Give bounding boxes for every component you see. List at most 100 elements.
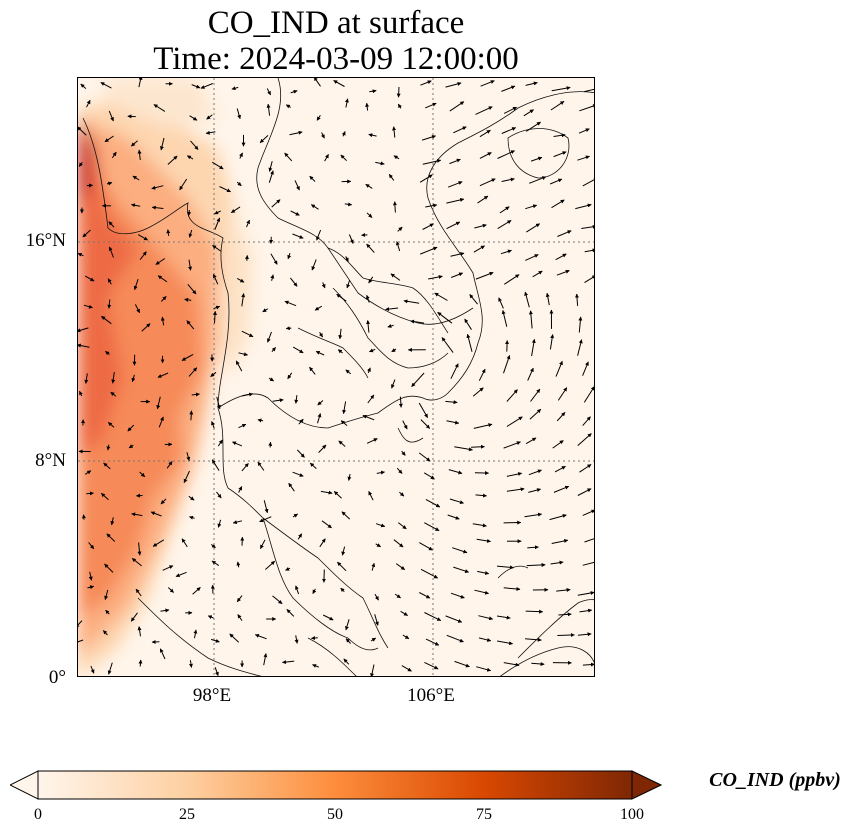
- wind-arrow-icon: [474, 589, 489, 595]
- wind-arrow-icon: [584, 275, 594, 284]
- wind-arrow-icon: [231, 86, 239, 91]
- wind-arrow-icon: [87, 585, 95, 590]
- wind-arrow-icon: [424, 522, 440, 532]
- wind-arrow-icon: [241, 330, 254, 338]
- wind-arrow-icon: [107, 278, 112, 285]
- wind-arrow-icon: [557, 633, 575, 638]
- wind-arrow-icon: [476, 538, 491, 543]
- wind-arrow-icon: [288, 482, 295, 492]
- wind-arrow-icon: [374, 614, 379, 626]
- wind-arrow-icon: [411, 372, 425, 387]
- wind-arrow-icon: [396, 467, 403, 474]
- wind-arrow-icon: [134, 304, 141, 314]
- wind-arrow-icon: [446, 221, 461, 230]
- wind-arrow-icon: [396, 86, 401, 98]
- wind-arrow-icon: [581, 224, 594, 229]
- wind-arrow-icon: [470, 444, 485, 449]
- wind-arrow-icon: [506, 472, 523, 477]
- wind-arrow-icon: [107, 422, 115, 428]
- wind-arrow-icon: [575, 203, 592, 210]
- wind-arrow-icon: [287, 372, 293, 380]
- wind-arrow-icon: [472, 523, 487, 528]
- wind-arrow-icon: [528, 469, 542, 476]
- wind-arrow-icon: [503, 662, 520, 667]
- wind-arrow-icon: [186, 155, 194, 160]
- wind-arrow-icon: [290, 210, 300, 216]
- wind-arrow-icon: [342, 401, 347, 414]
- wind-arrow-icon: [192, 587, 201, 595]
- wind-arrow-icon: [393, 539, 404, 548]
- wind-arrow-icon: [217, 519, 222, 528]
- wind-arrow-icon: [473, 245, 485, 253]
- wind-arrow-icon: [501, 177, 515, 182]
- wind-arrow-icon: [131, 558, 142, 567]
- wind-arrow-icon: [138, 78, 143, 88]
- wind-arrow-icon: [127, 424, 135, 432]
- wind-arrow-icon: [391, 379, 396, 389]
- wind-arrow-icon: [292, 233, 304, 239]
- wind-arrow-icon: [530, 156, 543, 162]
- wind-arrow-icon: [321, 282, 326, 289]
- wind-arrow-icon: [506, 389, 518, 402]
- wind-arrow-icon: [160, 608, 170, 613]
- wind-arrow-icon: [314, 305, 323, 311]
- wind-arrow-icon: [241, 392, 254, 397]
- wind-arrow-icon: [503, 355, 511, 374]
- wind-arrow-icon: [368, 133, 377, 138]
- wind-arrow-icon: [285, 567, 291, 571]
- wind-arrow-icon: [475, 106, 493, 115]
- colorbar-tick: 50: [327, 806, 343, 823]
- wind-arrow-icon: [320, 490, 333, 495]
- wind-arrow-icon: [84, 275, 95, 282]
- wind-arrow-icon: [102, 630, 108, 636]
- wind-arrow-icon: [319, 538, 326, 548]
- wind-arrow-icon: [312, 664, 319, 668]
- wind-arrow-icon: [557, 387, 568, 401]
- wind-arrow-icon: [343, 658, 350, 665]
- wind-arrow-icon: [166, 461, 173, 469]
- wind-arrow-icon: [181, 538, 188, 548]
- wind-arrow-icon: [441, 337, 454, 353]
- wind-arrow-icon: [422, 159, 442, 165]
- wind-arrow-icon: [450, 252, 465, 257]
- wind-arrow-icon: [189, 410, 194, 421]
- wind-arrow-icon: [150, 511, 162, 517]
- wind-arrow-icon: [100, 492, 109, 501]
- wind-arrow-icon: [318, 444, 327, 453]
- wind-arrow-icon: [312, 588, 317, 594]
- wind-arrow-icon: [188, 660, 193, 668]
- wind-arrow-icon: [158, 416, 164, 428]
- wind-arrow-icon: [450, 592, 465, 599]
- wind-arrow-icon: [238, 486, 243, 493]
- wind-arrow-icon: [296, 449, 305, 458]
- wind-arrow-icon: [157, 372, 169, 378]
- wind-arrow-icon: [104, 589, 109, 600]
- wind-arrow-icon: [259, 539, 266, 549]
- wind-arrow-icon: [473, 423, 493, 429]
- wind-arrow-icon: [156, 396, 161, 410]
- wind-arrow-icon: [210, 371, 217, 377]
- wind-arrow-icon: [309, 462, 317, 469]
- wind-arrow-icon: [365, 183, 373, 189]
- wind-arrow-icon: [365, 294, 370, 303]
- wind-arrow-icon: [160, 498, 167, 505]
- wind-arrow-icon: [370, 637, 377, 642]
- wind-arrow-icon: [552, 440, 564, 449]
- wind-arrow-icon: [445, 400, 458, 405]
- wind-arrow-icon: [210, 638, 220, 643]
- wind-arrow-icon: [578, 128, 590, 134]
- wind-arrow-icon: [451, 272, 464, 278]
- wind-arrow-icon: [524, 512, 542, 518]
- wind-arrow-icon: [476, 666, 492, 672]
- wind-arrow-icon: [582, 561, 594, 566]
- wind-arrow-icon: [337, 349, 343, 354]
- wind-arrow-icon: [206, 114, 213, 120]
- wind-arrow-icon: [345, 369, 352, 375]
- wind-arrow-icon: [499, 206, 510, 214]
- wind-arrow-icon: [530, 388, 541, 402]
- wind-arrow-icon: [333, 80, 345, 87]
- wind-arrow-icon: [503, 106, 517, 114]
- wind-arrow-icon: [272, 595, 283, 605]
- wind-arrow-icon: [479, 152, 492, 159]
- wind-arrow-icon: [272, 398, 284, 403]
